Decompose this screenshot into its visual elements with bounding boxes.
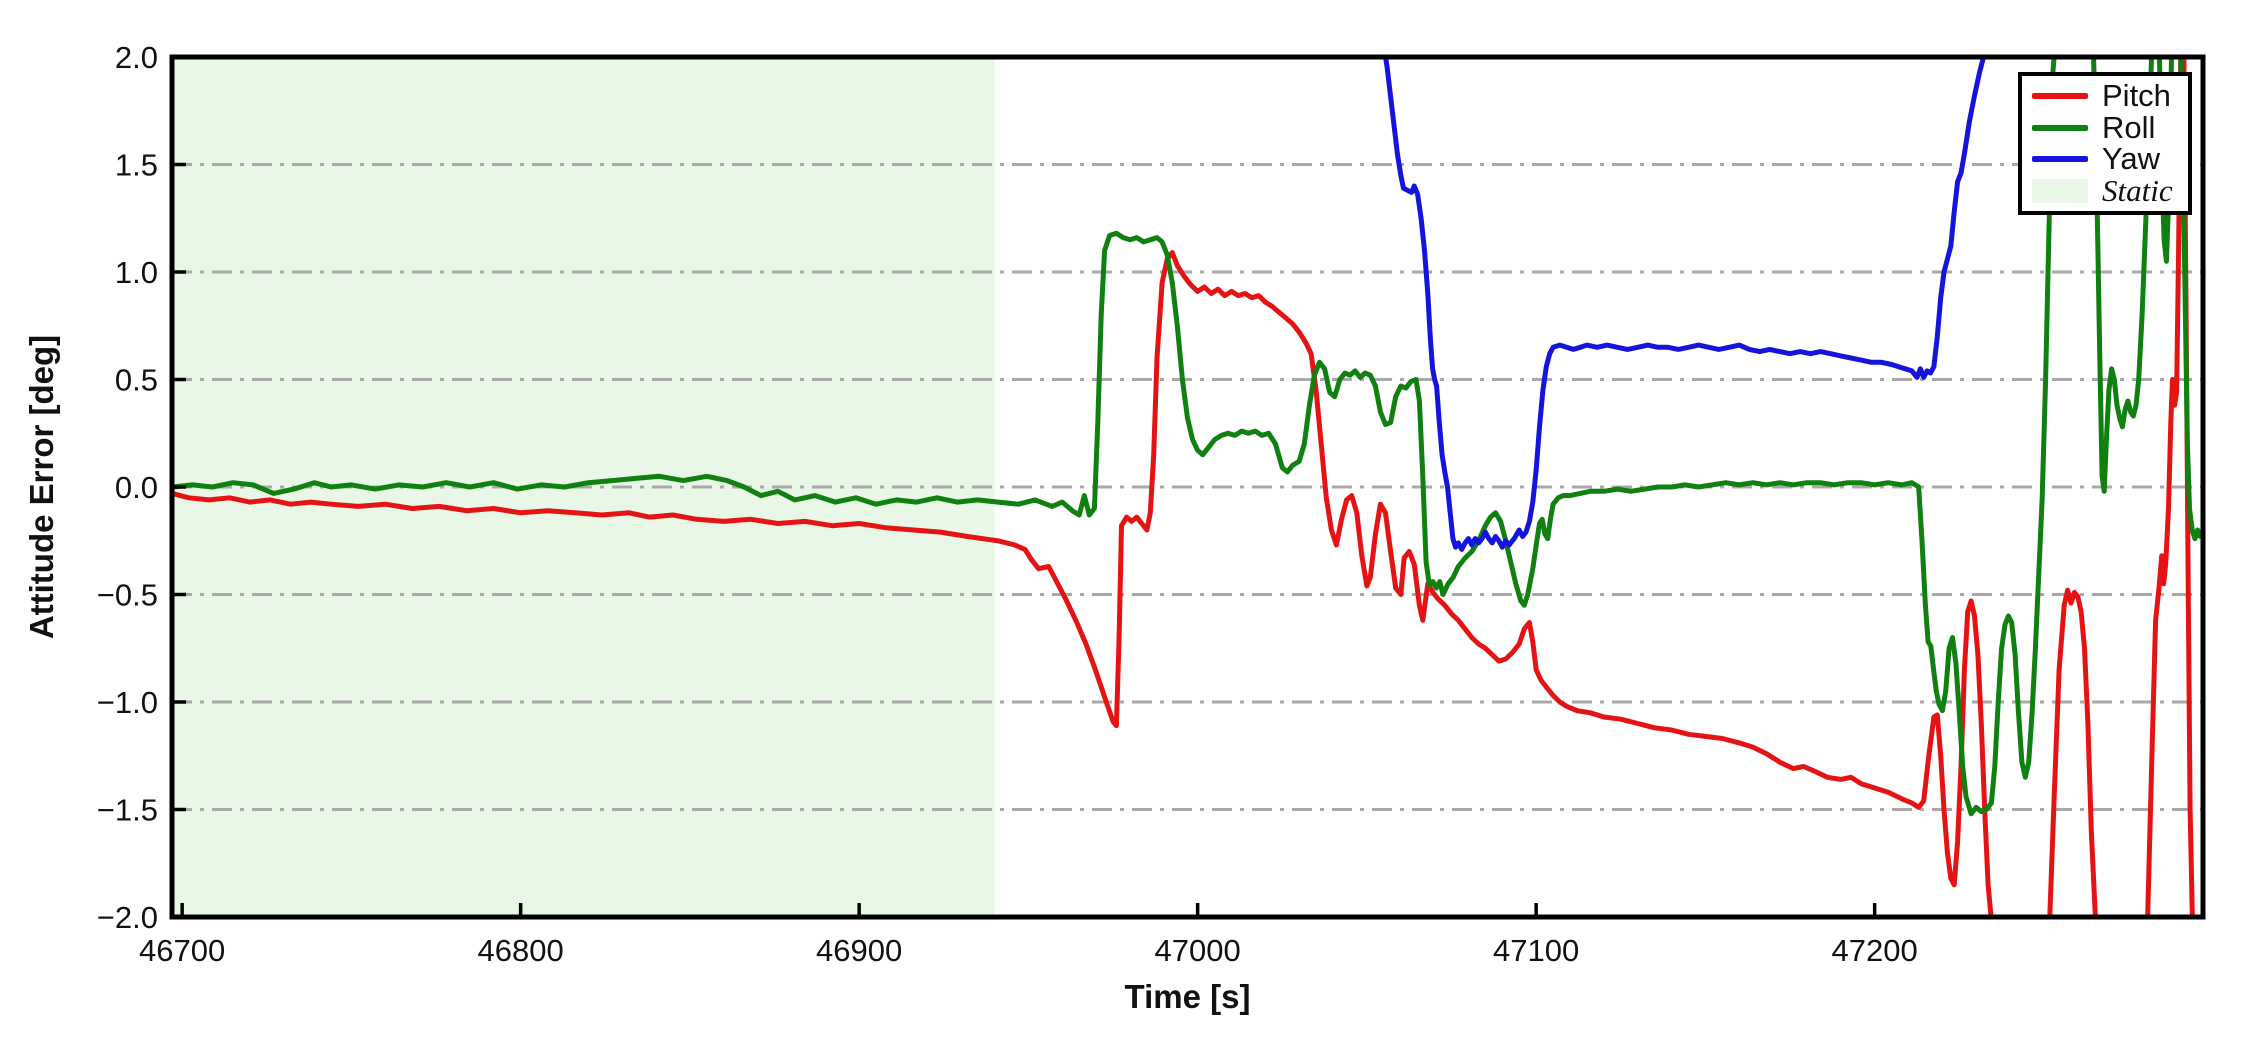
y-axis-title: Attitude Error [deg]	[23, 334, 60, 640]
svg-text:46800: 46800	[478, 933, 564, 968]
svg-text:0.0: 0.0	[115, 470, 158, 505]
svg-text:47200: 47200	[1832, 933, 1918, 968]
legend-item-static: Static	[2032, 173, 2188, 209]
svg-text:2.0: 2.0	[115, 40, 158, 75]
svg-text:−0.5: −0.5	[97, 578, 158, 613]
svg-text:0.5: 0.5	[115, 363, 158, 398]
legend-item-yaw: Yaw	[2032, 141, 2188, 177]
pitch-line-swatch	[2032, 92, 2088, 99]
svg-text:47000: 47000	[1155, 933, 1241, 968]
svg-text:−2.0: −2.0	[97, 900, 158, 935]
legend-label-static: Static	[2102, 173, 2173, 209]
svg-text:−1.5: −1.5	[97, 793, 158, 828]
svg-text:−1.0: −1.0	[97, 685, 158, 720]
svg-text:1.0: 1.0	[115, 255, 158, 290]
yaw-line-swatch	[2032, 156, 2088, 163]
legend-label-roll: Roll	[2102, 109, 2156, 145]
svg-text:47100: 47100	[1493, 933, 1579, 968]
static-patch-swatch	[2032, 179, 2088, 204]
svg-text:46900: 46900	[816, 933, 902, 968]
plot-border	[169, 54, 2206, 920]
svg-text:46700: 46700	[139, 933, 225, 968]
x-axis-title: Time [s]	[1124, 978, 1251, 1015]
legend-item-pitch: Pitch	[2032, 77, 2188, 113]
legend-label-yaw: Yaw	[2102, 141, 2161, 177]
roll-line-swatch	[2032, 124, 2088, 131]
series-lines	[172, 57, 2203, 917]
x-tick-labels: 46700 46800 46900 47000 47100 47200	[139, 933, 1918, 968]
svg-text:1.5: 1.5	[115, 148, 158, 183]
legend-label-pitch: Pitch	[2102, 77, 2171, 113]
legend-item-roll: Roll	[2032, 109, 2188, 145]
y-tick-labels: 2.0 1.5 1.0 0.5 0.0 −0.5 −1.0 −1.5 −2.0	[97, 40, 158, 935]
legend: Pitch Roll Yaw Static	[2018, 72, 2192, 215]
